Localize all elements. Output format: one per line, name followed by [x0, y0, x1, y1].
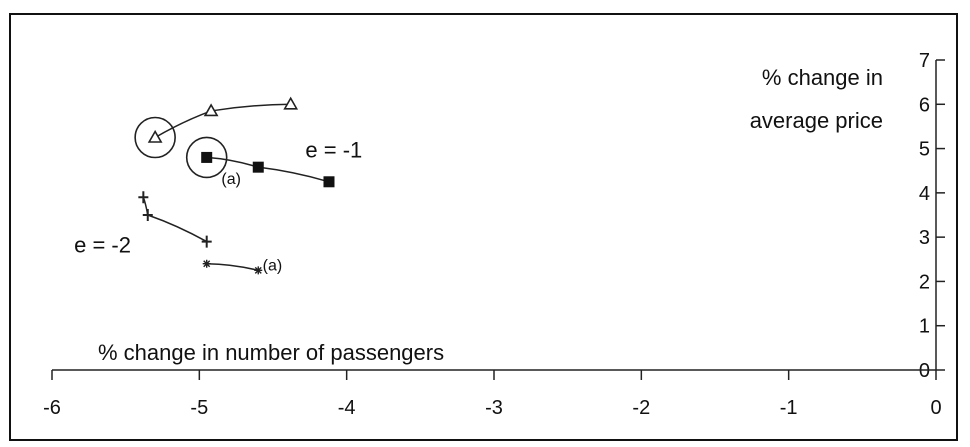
- x-tick-label: -2: [632, 397, 650, 419]
- x-axis-title: % change in number of passengers: [98, 340, 444, 365]
- data-point-cross: [142, 209, 153, 221]
- data-point-star: [254, 266, 263, 275]
- y-tick-label: 3: [919, 227, 930, 249]
- data-point-triangle: [283, 96, 299, 110]
- annotation-label: e = -1: [305, 137, 362, 162]
- series-line: [142, 197, 208, 243]
- data-point-triangle: [203, 103, 219, 117]
- data-point-star: [202, 259, 211, 268]
- y-axis-title-line-1: % change in: [762, 65, 883, 90]
- series-1: [201, 151, 335, 188]
- series-line: [154, 103, 291, 139]
- series-layer: [138, 96, 335, 275]
- y-tick-label: 1: [919, 316, 930, 338]
- data-point-triangle: [147, 129, 163, 143]
- highlight-circles: [134, 116, 228, 179]
- x-tick-label: -4: [338, 397, 356, 419]
- y-axis: 0 1 2 3 4 5 6 7: [919, 50, 945, 382]
- x-tick-label: -1: [780, 397, 798, 419]
- series-3: [202, 259, 263, 275]
- data-point-cross: [201, 235, 212, 248]
- x-tick-label: -6: [43, 397, 61, 419]
- highlight-circle: [134, 116, 176, 159]
- data-point-square: [323, 176, 335, 188]
- x-axis: -6 -5 -4 -3 -2 -1 0: [43, 369, 942, 419]
- y-tick-label: 4: [919, 183, 930, 205]
- annotation-label: e = -2: [74, 233, 131, 258]
- x-tick-label: 0: [930, 397, 941, 419]
- series-2: [138, 191, 212, 248]
- data-point-square: [201, 151, 213, 163]
- series-0: [147, 96, 299, 143]
- plot-frame: [9, 13, 958, 441]
- highlight-circle: [185, 136, 228, 179]
- annotations: e = -1 (a) e = -2 (a): [74, 137, 362, 274]
- annotation-label: (a): [221, 171, 241, 188]
- y-tick-label: 5: [919, 139, 930, 161]
- x-tick-label: -3: [485, 397, 503, 419]
- data-point-square: [252, 161, 264, 173]
- data-point-cross: [138, 191, 149, 204]
- annotation-label: (a): [263, 257, 283, 274]
- y-tick-label: 0: [919, 360, 930, 382]
- y-axis-title-line-2: average price: [750, 108, 883, 133]
- series-line: [206, 262, 259, 272]
- y-tick-label: 7: [919, 50, 930, 72]
- x-tick-label: -5: [190, 397, 208, 419]
- y-tick-label: 2: [919, 271, 930, 293]
- y-tick-label: 6: [919, 94, 930, 116]
